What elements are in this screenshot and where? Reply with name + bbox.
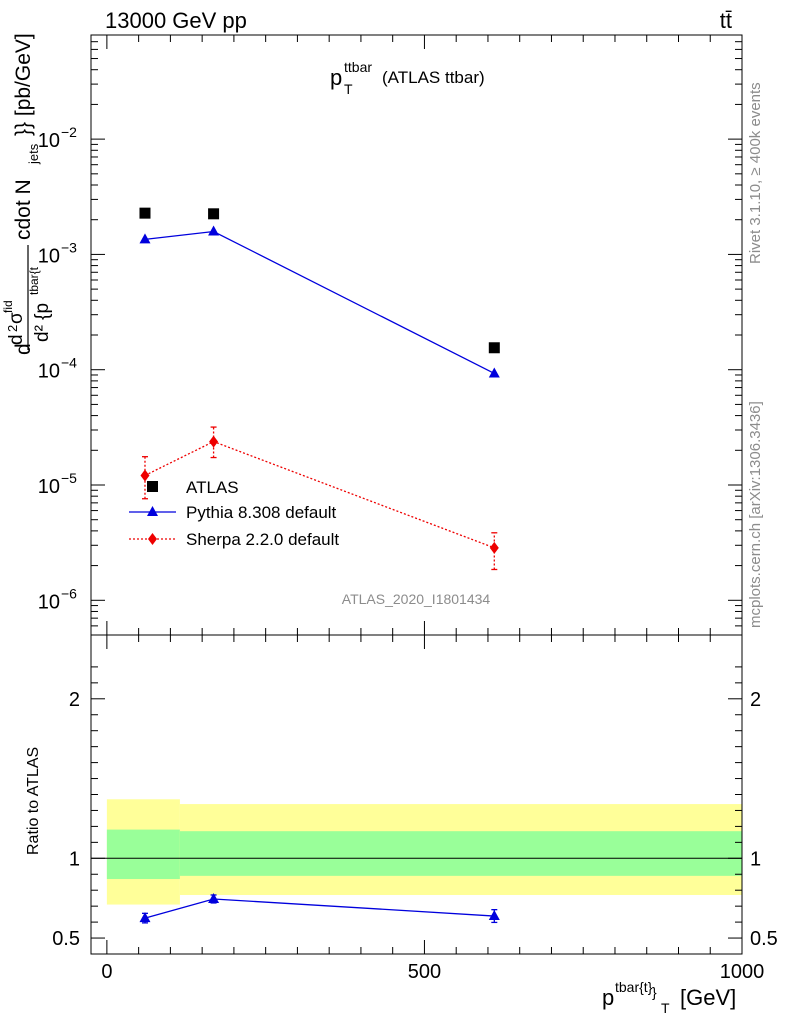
- ratio-y-tick-label-right: 2: [750, 689, 761, 711]
- ratio-pythia-point: [488, 910, 500, 921]
- ratio-uncertainty-bands: [106, 799, 743, 905]
- sherpa-point: [489, 541, 499, 554]
- x-axis-label: p tbar{t} } T [GeV]: [602, 979, 736, 1016]
- svg-text:T: T: [661, 1000, 670, 1016]
- ratio-axis-ticks: [91, 635, 743, 954]
- sherpa-point: [209, 435, 219, 448]
- process-label: tt̄: [720, 8, 732, 33]
- pythia-line: [144, 230, 495, 375]
- main-y-tick-label: 10: [38, 245, 60, 267]
- pythia-point: [208, 225, 220, 236]
- main-y-tick-label: 10: [38, 130, 60, 152]
- atlas-point: [139, 207, 151, 219]
- ratio-x-tick-label: 0: [101, 961, 112, 983]
- legend-atlas-marker: [147, 481, 158, 492]
- ratio-y-tick-label: 2: [69, 689, 80, 711]
- atlas-point: [208, 208, 220, 220]
- mcplots-label: mcplots.cern.ch [arXiv:1306.3436]: [747, 401, 764, 628]
- main-y-tick-exponent: −2: [61, 124, 77, 140]
- svg-text:[GeV]: [GeV]: [680, 985, 736, 1010]
- ratio-y-tick-label-right: 1: [750, 848, 761, 870]
- main-y-tick-labels: 10−610−510−410−310−2: [38, 124, 77, 613]
- main-y-axis-label: d d 2 σ fid d² {p tbar{t cdot N jets }} …: [1, 33, 53, 355]
- plot-title-sub: T: [344, 81, 353, 97]
- main-axis-ticks: [91, 34, 743, 636]
- ratio-pythia-line: [144, 898, 495, 919]
- svg-text:d² {p: d² {p: [32, 303, 53, 342]
- analysis-id: ATLAS_2020_I1801434: [342, 591, 491, 607]
- main-y-tick-exponent: −4: [61, 355, 77, 371]
- ratio-y-tick-label: 1: [69, 848, 80, 870]
- atlas-point: [488, 342, 500, 354]
- main-y-tick-label: 10: [38, 476, 60, 498]
- ratio-y-tick-label: 0.5: [52, 928, 80, 950]
- ratio-x-tick-label: 1000: [720, 961, 765, 983]
- rivet-version-label: Rivet 3.1.10, ≥ 400k events: [747, 82, 764, 264]
- main-data-layer: [139, 207, 500, 571]
- ratio-band-green: [179, 831, 743, 876]
- ratio-x-tick-labels: 0 500 1000: [101, 961, 764, 983]
- ratio-pythia-point: [208, 892, 220, 903]
- legend-pythia-label: Pythia 8.308 default: [186, 503, 337, 522]
- ratio-pythia-point: [139, 912, 151, 923]
- svg-text:p: p: [602, 985, 614, 1010]
- svg-text:cdot N: cdot N: [12, 179, 35, 240]
- main-y-tick-exponent: −5: [61, 470, 77, 486]
- svg-text:tbar{t}: tbar{t}: [615, 979, 653, 995]
- main-y-tick-label: 10: [38, 591, 60, 613]
- pythia-point: [139, 233, 151, 244]
- legend: ATLAS Pythia 8.308 default Sherpa 2.2.0 …: [129, 478, 339, 549]
- plot-title-sup: ttbar: [344, 59, 372, 75]
- svg-text:d: d: [12, 343, 35, 355]
- legend-pythia-marker: [147, 506, 158, 516]
- ratio-y-tick-labels: 0.5 0.5 1 1 2 2: [52, 689, 778, 950]
- ratio-x-tick-label: 500: [408, 961, 441, 983]
- svg-text:σ: σ: [6, 312, 27, 324]
- pythia-point: [488, 367, 500, 378]
- svg-text:fid: fid: [1, 300, 15, 313]
- ratio-y-axis-label: Ratio to ATLAS: [25, 747, 42, 855]
- main-y-tick-exponent: −6: [61, 585, 77, 601]
- svg-text:2: 2: [5, 325, 20, 332]
- svg-text:tbar{t: tbar{t: [27, 266, 41, 295]
- ratio-data-layer: [139, 892, 500, 924]
- legend-sherpa-marker: [148, 533, 157, 545]
- sherpa-point: [140, 469, 150, 482]
- svg-text:}} [pb/GeV]: }} [pb/GeV]: [12, 33, 35, 136]
- ratio-y-tick-label-right: 0.5: [750, 928, 778, 950]
- plot-title-rest: (ATLAS ttbar): [382, 68, 485, 87]
- legend-sherpa-label: Sherpa 2.2.0 default: [186, 530, 339, 549]
- main-y-tick-exponent: −3: [61, 239, 77, 255]
- svg-text:}: }: [652, 984, 657, 1000]
- legend-atlas-label: ATLAS: [186, 478, 239, 497]
- main-y-tick-label: 10: [38, 361, 60, 383]
- svg-text:jets: jets: [26, 143, 41, 165]
- plot-title: p: [330, 65, 342, 90]
- ratio-band-green: [106, 829, 180, 880]
- svg-text:d: d: [6, 334, 27, 345]
- energy-label: 13000 GeV pp: [105, 8, 247, 33]
